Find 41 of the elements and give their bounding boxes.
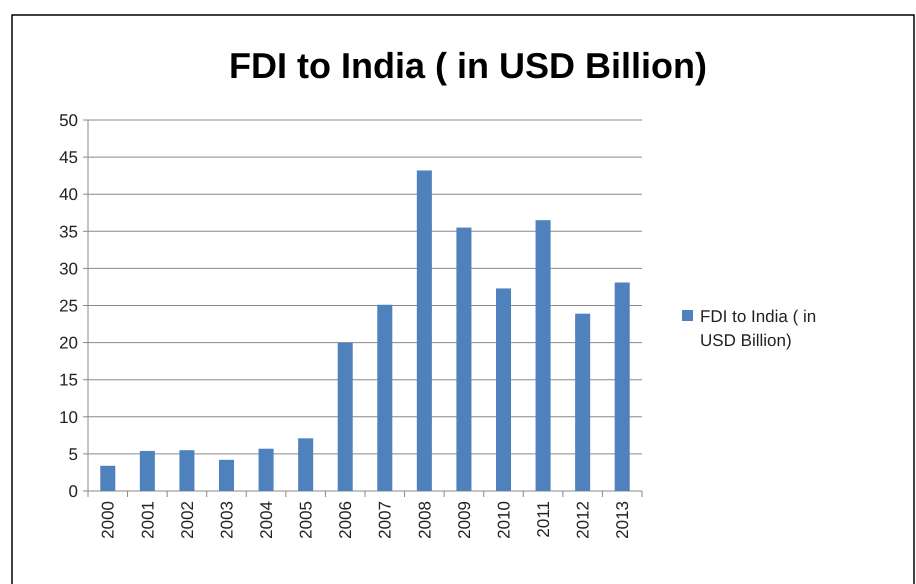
y-tick-label: 25: [59, 296, 78, 316]
x-tick-label: 2000: [98, 501, 118, 539]
bar: [100, 466, 116, 491]
bar: [140, 450, 155, 491]
bar: [218, 460, 234, 491]
bar: [614, 282, 630, 491]
bar: [258, 448, 274, 491]
chart-title: FDI to India ( in USD Billion): [229, 45, 707, 86]
bar: [496, 288, 512, 491]
bar: [298, 438, 314, 491]
bar: [575, 314, 590, 491]
x-tick-label: 2013: [613, 501, 632, 539]
bar: [179, 450, 194, 491]
x-tick-label: 2001: [138, 501, 158, 539]
x-tick-label: 2012: [574, 501, 593, 539]
x-tick-label: 2002: [178, 501, 197, 539]
x-tick-label: 2009: [454, 501, 474, 539]
x-tick-label: 2006: [336, 501, 356, 539]
y-tick-label: 50: [59, 110, 78, 130]
y-tick-label: 5: [68, 444, 78, 464]
x-tick-label: 2011: [534, 501, 554, 538]
legend-label: FDI to India ( in USD Billion): [700, 306, 816, 350]
bar: [536, 220, 551, 491]
bar: [456, 228, 472, 491]
y-tick-label: 45: [59, 148, 78, 168]
bar: [416, 170, 432, 491]
x-tick-label: 2008: [415, 501, 434, 539]
y-tick-label: 20: [59, 334, 78, 353]
y-tick-label: 40: [59, 185, 78, 204]
y-tick-label: 30: [59, 259, 78, 278]
x-tick-label: 2004: [257, 501, 276, 539]
x-tick-label: 2003: [217, 501, 236, 539]
y-tick-label: 0: [68, 482, 78, 501]
x-tick-label: 2007: [376, 501, 395, 539]
y-tick-label: 10: [59, 408, 78, 427]
x-tick-label: 2010: [494, 501, 514, 539]
bar: [377, 304, 392, 491]
y-tick-label: 35: [59, 222, 78, 242]
y-tick-label: 15: [59, 370, 78, 390]
bar: [338, 342, 353, 491]
x-tick-label: 2005: [296, 501, 316, 539]
